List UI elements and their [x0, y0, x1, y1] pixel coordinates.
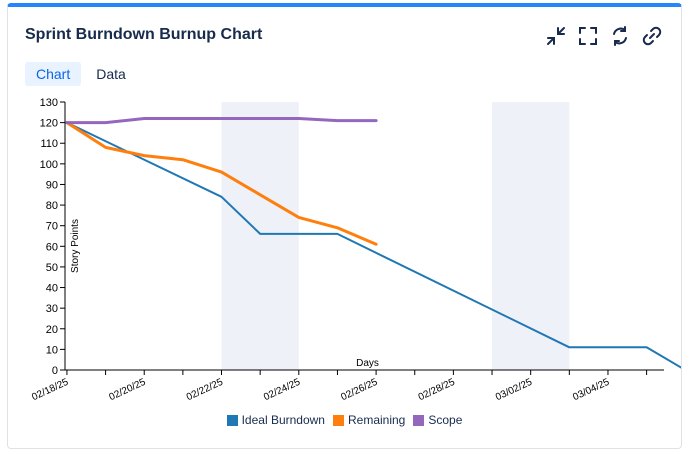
- chart-area: 0 10 20 30 40 50 60 70 80 90 100 110 120 130 02/18/25 0…: [8, 97, 687, 412]
- y-tick-label: 100: [40, 159, 58, 171]
- weekend-band-1: [492, 102, 570, 370]
- y-tick-label: 50: [46, 262, 58, 274]
- legend-swatch-ideal: [226, 414, 238, 426]
- burndown-chart: 0 10 20 30 40 50 60 70 80 90 100 110 120 130 02/18/25 0…: [30, 97, 687, 404]
- collapse-button[interactable]: [545, 25, 567, 47]
- chart-card: Sprint Burndown Burnup Chart: [7, 3, 687, 449]
- x-tick-label: 03/04/25: [571, 377, 611, 404]
- page-title: Sprint Burndown Burnup Chart: [25, 26, 263, 43]
- legend-swatch-scope: [413, 414, 425, 426]
- y-tick-label: 80: [46, 200, 58, 212]
- y-tick-label: 30: [46, 303, 58, 315]
- tab-data[interactable]: Data: [96, 66, 126, 82]
- chart-legend: Ideal Burndown Remaining Scope: [8, 413, 681, 427]
- y-tick-label: 130: [40, 97, 58, 109]
- y-tick-label: 70: [46, 221, 58, 233]
- y-tick-label: 60: [46, 241, 58, 253]
- y-tick-label: 120: [40, 118, 58, 130]
- x-axis-label: Days: [356, 358, 379, 369]
- copy-link-button[interactable]: [641, 25, 663, 47]
- y-tick-label: 10: [46, 344, 58, 356]
- toolbar: [545, 25, 663, 47]
- x-tick-label: 02/22/25: [185, 377, 225, 404]
- y-tick-label: 90: [46, 179, 58, 191]
- y-tick-label: 0: [52, 365, 58, 377]
- fullscreen-icon: [579, 27, 597, 45]
- view-tabs: Chart Data: [25, 62, 137, 86]
- fullscreen-button[interactable]: [577, 25, 599, 47]
- refresh-button[interactable]: [609, 25, 631, 47]
- y-tick-label: 20: [46, 324, 58, 336]
- tab-chart[interactable]: Chart: [25, 62, 82, 86]
- legend-item-ideal[interactable]: Ideal Burndown: [226, 413, 325, 427]
- legend-label-scope: Scope: [428, 413, 463, 427]
- y-tick-label: 110: [40, 138, 58, 150]
- collapse-icon: [547, 27, 565, 45]
- refresh-icon: [613, 26, 627, 46]
- remaining-line: [65, 121, 378, 246]
- scope-line: [65, 117, 378, 125]
- legend-label-remaining: Remaining: [347, 413, 406, 427]
- x-tick-label: 02/26/25: [339, 377, 379, 404]
- legend-item-remaining[interactable]: Remaining: [332, 413, 406, 427]
- x-tick-label: 02/20/25: [108, 377, 148, 404]
- ideal-burndown-line: [65, 121, 687, 371]
- legend-item-scope[interactable]: Scope: [413, 413, 462, 427]
- x-tick-label: 02/28/25: [417, 377, 457, 404]
- x-tick-label: 03/02/25: [494, 377, 534, 404]
- legend-label-ideal: Ideal Burndown: [241, 413, 325, 427]
- y-axis-label: Story Points: [70, 219, 81, 273]
- link-icon: [642, 26, 662, 46]
- x-tick-label: 02/18/25: [30, 377, 70, 404]
- legend-swatch-remaining: [332, 414, 344, 426]
- x-tick-label: 02/24/25: [262, 377, 302, 404]
- y-tick-label: 40: [46, 283, 58, 295]
- weekend-band-0: [221, 102, 299, 370]
